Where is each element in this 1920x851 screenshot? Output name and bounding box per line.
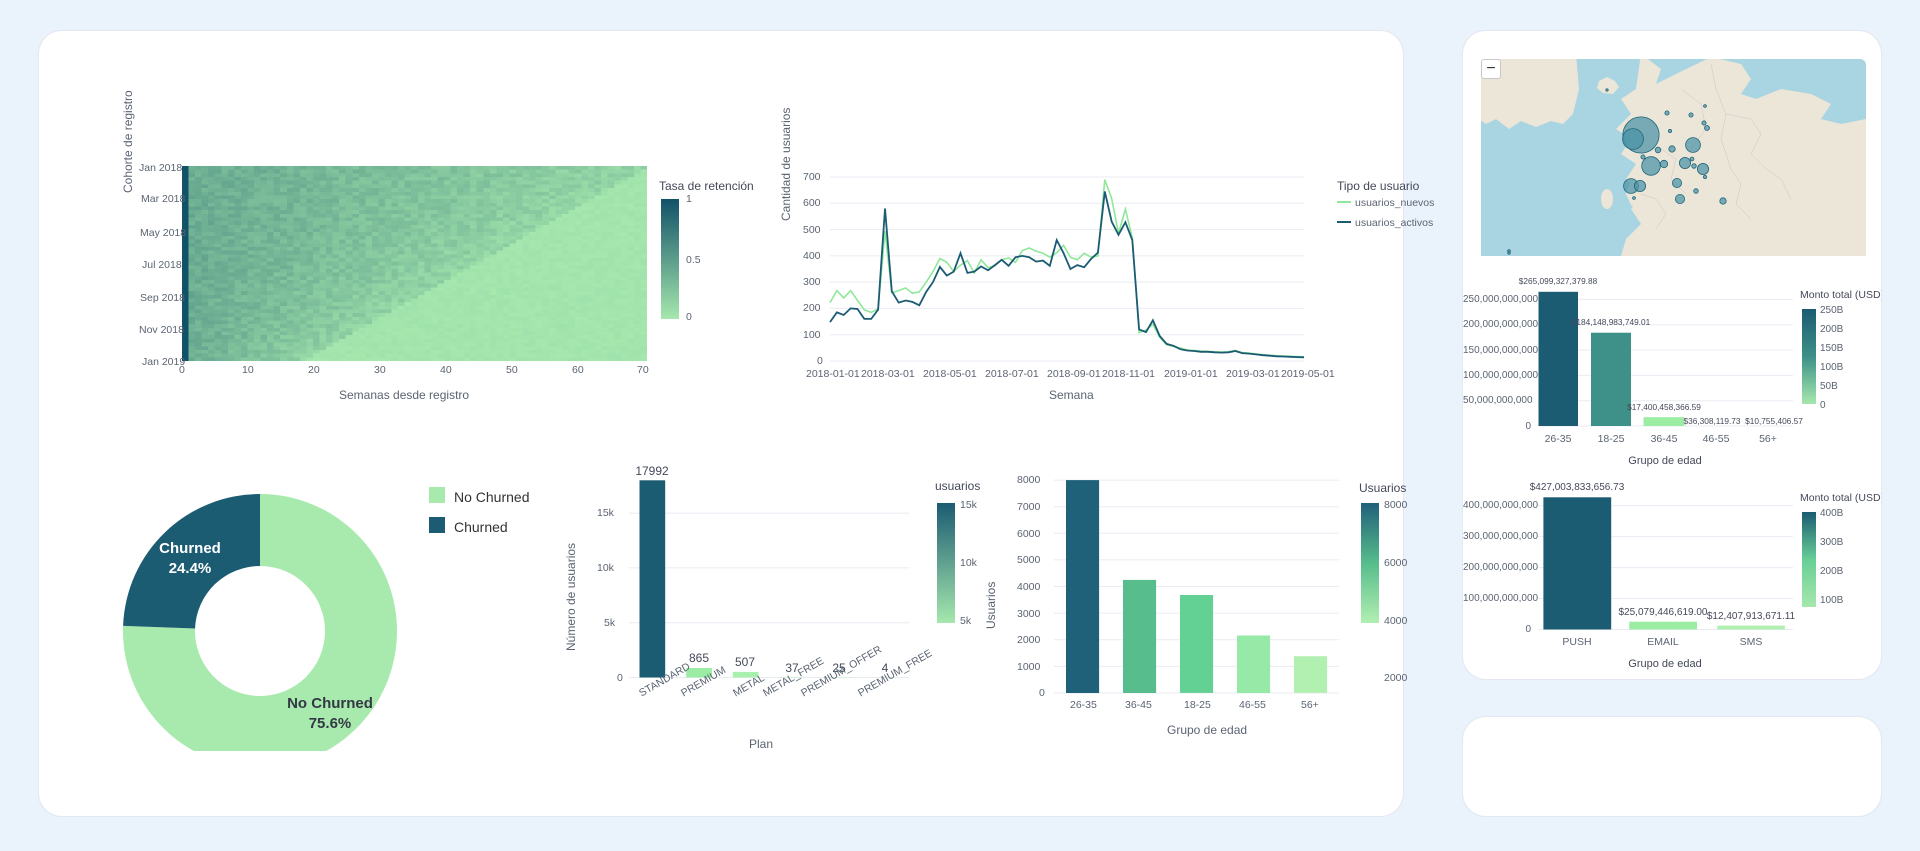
svg-text:Grupo de edad: Grupo de edad (1628, 658, 1701, 670)
svg-text:PUSH: PUSH (1562, 636, 1591, 648)
svg-text:$427,003,833,656.73: $427,003,833,656.73 (1530, 482, 1625, 493)
svg-text:EMAIL: EMAIL (1647, 636, 1679, 648)
svg-text:$12,407,913,671.11: $12,407,913,671.11 (1707, 611, 1796, 622)
svg-text:SMS: SMS (1740, 636, 1763, 648)
svg-text:$25,079,446,619.00: $25,079,446,619.00 (1619, 607, 1708, 618)
